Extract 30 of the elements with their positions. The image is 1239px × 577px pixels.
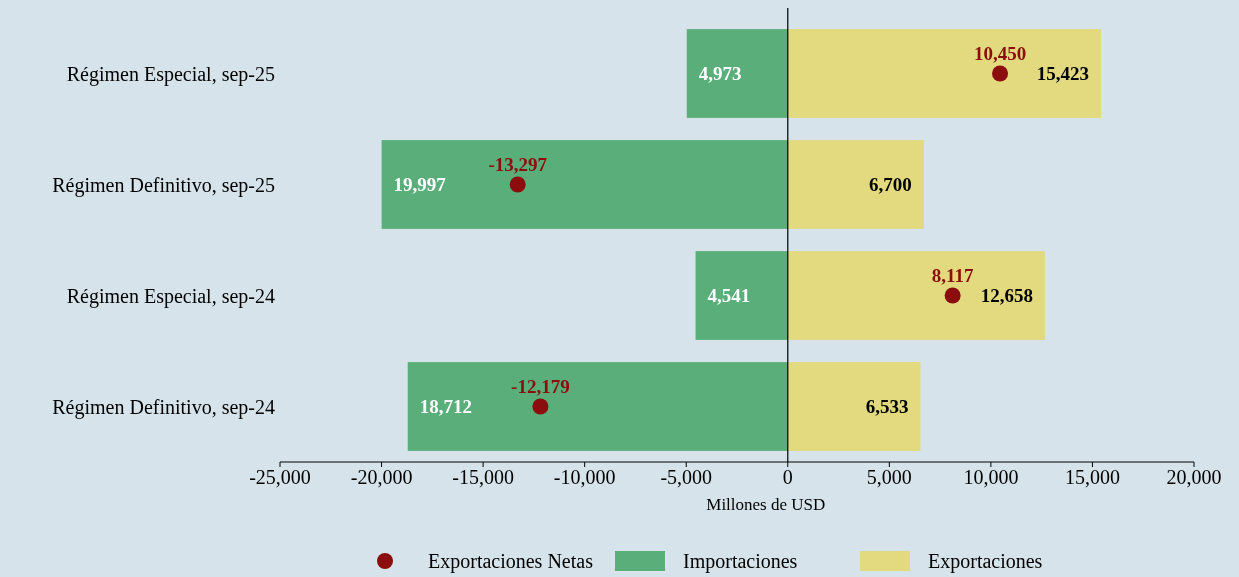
data-label: 18,712 — [419, 396, 472, 418]
data-label: 6,533 — [865, 396, 909, 418]
data-label: 8,117 — [931, 264, 974, 286]
data-label: 4,973 — [698, 63, 742, 85]
data-label: 15,423 — [1036, 63, 1090, 85]
y-tick-label: Régimen Especial, sep-25 — [66, 62, 275, 86]
data-label: 6,700 — [869, 174, 912, 196]
y-tick-label: Régimen Definitivo, sep-25 — [52, 173, 275, 197]
x-tick-label: 20,000 — [1166, 466, 1222, 488]
data-label: -12,179 — [511, 375, 570, 397]
x-tick-label: 5,000 — [866, 466, 912, 488]
x-tick-label: -15,000 — [452, 466, 514, 488]
x-tick-label: 15,000 — [1064, 466, 1120, 488]
y-tick-label: Régimen Especial, sep-24 — [66, 284, 275, 308]
y-tick-label: Régimen Definitivo, sep-24 — [52, 395, 275, 419]
legend-label: Importaciones — [683, 550, 798, 573]
x-tick-label: 10,000 — [963, 466, 1019, 488]
x-tick-label: 0 — [782, 466, 793, 488]
x-tick-label: -5,000 — [660, 466, 713, 488]
x-tick-label: -10,000 — [553, 466, 616, 488]
data-label: -13,297 — [488, 153, 548, 175]
data-label: 4,541 — [707, 285, 751, 307]
x-tick-label: -20,000 — [350, 466, 413, 488]
data-label: 19,997 — [393, 174, 447, 196]
legend-label: Exportaciones Netas — [428, 550, 594, 573]
x-axis-title: Millones de USD — [706, 495, 826, 514]
legend-label: Exportaciones — [928, 550, 1043, 573]
data-label: 10,450 — [973, 42, 1027, 64]
data-label: 12,658 — [980, 285, 1033, 307]
x-tick-label: -25,000 — [249, 466, 311, 488]
